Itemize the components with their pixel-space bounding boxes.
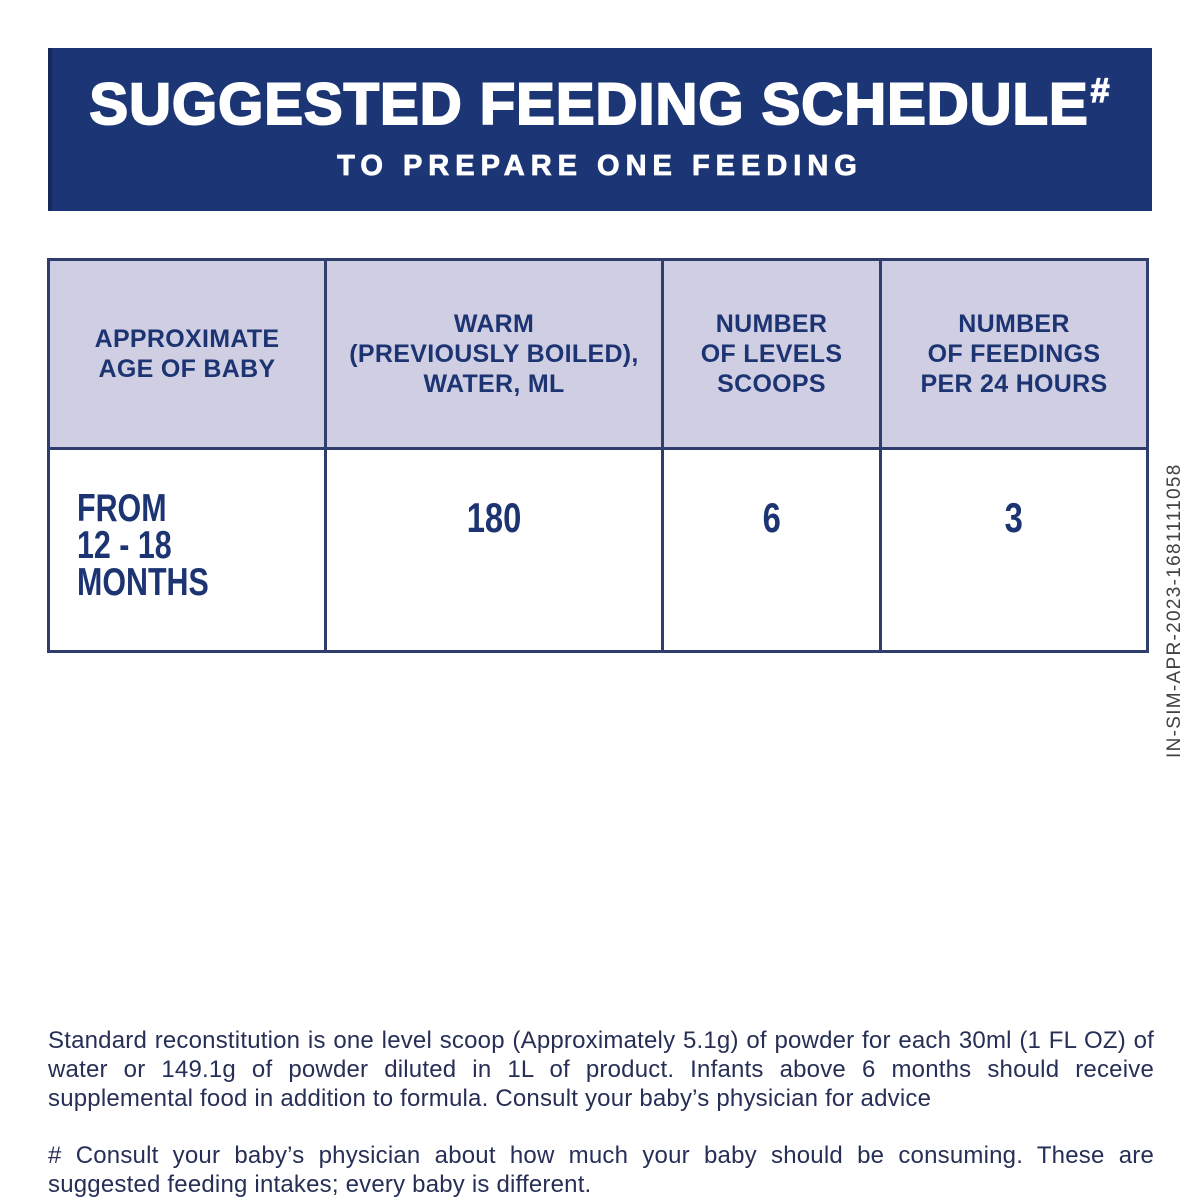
header-line: SCOOPS xyxy=(717,370,826,398)
cell-scoops: 6 xyxy=(664,450,882,650)
header-cell-age: APPROXIMATE AGE OF BABY xyxy=(50,261,327,447)
age-line: 12 - 18 MONTHS xyxy=(77,524,209,604)
feedings-value: 3 xyxy=(1004,494,1024,541)
header-cell-water: WARM (PREVIOUSLY BOILED), WATER, ML xyxy=(327,261,664,447)
header-line: WATER, ML xyxy=(423,370,565,398)
header-cell-scoops: NUMBER OF LEVELS SCOOPS xyxy=(664,261,882,447)
age-line: FROM xyxy=(77,487,167,530)
header-line: NUMBER xyxy=(958,310,1070,338)
header-line: (PREVIOUSLY BOILED), xyxy=(349,340,639,368)
page-subtitle: TO PREPARE ONE FEEDING xyxy=(337,150,863,183)
header-line: OF LEVELS xyxy=(700,340,843,368)
footnote-standard-reconstitution: Standard reconstitution is one level sco… xyxy=(48,1027,1154,1112)
footnote-marker: # xyxy=(1090,72,1111,110)
header-line: APPROXIMATE xyxy=(94,325,280,353)
batch-code-vertical: IN-SIM-APR-2023-1681111058 xyxy=(1164,463,1185,759)
page-title: SUGGESTED FEEDING SCHEDULE# xyxy=(88,72,1111,134)
header-cell-feedings: NUMBER OF FEEDINGS PER 24 HOURS xyxy=(882,261,1146,447)
cell-age: FROM 12 - 18 MONTHS xyxy=(50,450,327,650)
header-line: OF FEEDINGS xyxy=(927,340,1101,368)
footnote-hash-consult-physician: # Consult your baby’s physician about ho… xyxy=(48,1142,1154,1198)
page-title-text: SUGGESTED FEEDING SCHEDULE xyxy=(88,72,1089,137)
header-line: AGE OF BABY xyxy=(98,355,276,383)
table-data-row: FROM 12 - 18 MONTHS 180 6 3 xyxy=(50,450,1146,650)
header-line: PER 24 HOURS xyxy=(920,370,1108,398)
water-ml-value: 180 xyxy=(466,494,522,541)
header-line: WARM xyxy=(453,310,535,338)
footnotes: Standard reconstitution is one level sco… xyxy=(48,1026,1154,1199)
cell-water-ml: 180 xyxy=(327,450,664,650)
scoops-value: 6 xyxy=(762,494,781,541)
cell-feedings: 3 xyxy=(882,450,1146,650)
banner: SUGGESTED FEEDING SCHEDULE# TO PREPARE O… xyxy=(48,48,1152,211)
header-line: NUMBER xyxy=(715,310,828,338)
feeding-schedule-table: APPROXIMATE AGE OF BABY WARM (PREVIOUSLY… xyxy=(47,258,1149,653)
table-header-row: APPROXIMATE AGE OF BABY WARM (PREVIOUSLY… xyxy=(50,261,1146,450)
